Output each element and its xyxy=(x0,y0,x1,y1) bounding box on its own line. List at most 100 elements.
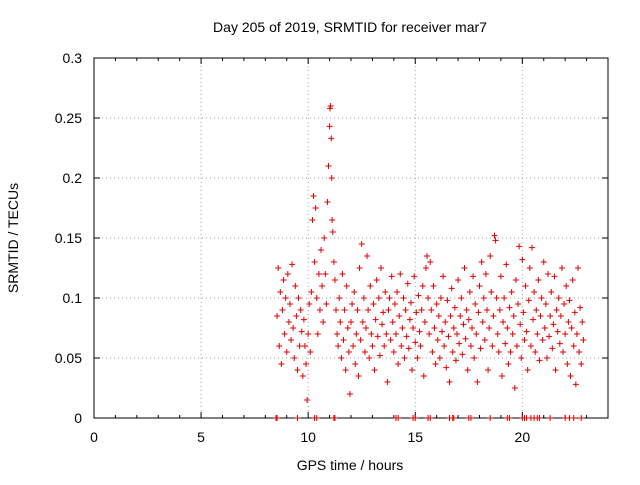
data-point xyxy=(506,304,513,311)
data-point xyxy=(385,307,392,313)
data-point xyxy=(418,307,425,313)
data-point xyxy=(300,316,307,323)
data-point xyxy=(395,415,402,421)
data-point xyxy=(527,343,534,349)
data-point xyxy=(516,243,523,250)
data-point xyxy=(546,333,553,340)
data-point xyxy=(538,295,545,301)
data-point xyxy=(476,283,483,289)
data-point xyxy=(376,352,383,359)
data-point xyxy=(329,217,336,223)
data-point xyxy=(323,301,330,307)
data-point xyxy=(534,331,541,337)
data-point xyxy=(551,273,558,280)
data-point xyxy=(356,265,363,271)
data-point xyxy=(495,349,502,355)
data-point xyxy=(540,259,547,265)
data-point xyxy=(456,340,463,347)
data-point xyxy=(575,265,582,271)
data-point xyxy=(548,289,555,295)
data-point xyxy=(502,340,509,347)
data-point xyxy=(554,328,561,335)
data-point xyxy=(290,325,297,331)
x-tick-label: 5 xyxy=(197,429,205,445)
data-point xyxy=(303,361,310,367)
data-point xyxy=(398,343,405,349)
data-point xyxy=(389,319,396,325)
data-point xyxy=(434,337,441,343)
data-point xyxy=(352,361,359,367)
data-point xyxy=(301,343,308,349)
data-point xyxy=(573,331,580,337)
data-point xyxy=(379,321,386,328)
data-point xyxy=(274,313,281,319)
data-point xyxy=(291,355,298,361)
data-point xyxy=(449,349,456,355)
data-point xyxy=(518,355,525,361)
y-axis-label: SRMTID / TECUs xyxy=(5,183,21,293)
data-point xyxy=(459,351,466,358)
data-point xyxy=(506,415,513,421)
data-point xyxy=(458,295,465,301)
data-point xyxy=(351,289,358,295)
data-point xyxy=(297,307,304,313)
data-point xyxy=(454,331,461,337)
data-point xyxy=(570,415,577,421)
data-point xyxy=(274,415,281,421)
data-point xyxy=(547,313,554,319)
data-point xyxy=(328,135,335,142)
data-point xyxy=(278,361,285,367)
data-point xyxy=(443,364,450,371)
data-point xyxy=(461,265,468,271)
data-point xyxy=(480,295,487,301)
data-point xyxy=(563,283,570,289)
data-point xyxy=(566,297,573,304)
x-tick-label: 20 xyxy=(515,429,531,445)
data-point xyxy=(326,123,333,130)
data-point xyxy=(399,325,406,331)
data-point xyxy=(467,415,474,421)
data-point xyxy=(349,301,356,307)
data-point xyxy=(549,345,556,352)
data-point xyxy=(565,319,572,325)
data-point xyxy=(388,273,395,280)
data-point xyxy=(447,313,454,319)
data-point xyxy=(498,373,505,379)
data-point xyxy=(445,333,452,340)
data-point xyxy=(411,273,418,280)
data-point xyxy=(277,289,284,295)
data-point xyxy=(292,283,299,289)
data-point xyxy=(282,295,289,301)
data-point xyxy=(353,331,360,337)
data-point xyxy=(470,273,477,280)
data-point xyxy=(507,349,514,355)
data-point xyxy=(308,289,315,295)
data-point xyxy=(562,331,569,337)
data-points xyxy=(273,103,587,421)
data-point xyxy=(416,328,423,335)
data-point xyxy=(304,397,311,403)
data-point xyxy=(312,205,319,211)
data-point xyxy=(571,309,578,316)
data-point xyxy=(525,297,532,304)
x-tick-label: 10 xyxy=(300,429,316,445)
data-point xyxy=(320,319,327,325)
data-point xyxy=(572,381,579,388)
data-point xyxy=(560,349,567,355)
data-point xyxy=(490,313,497,319)
data-point xyxy=(322,271,329,277)
data-point xyxy=(357,337,364,343)
data-point xyxy=(391,301,398,307)
data-point xyxy=(350,343,357,349)
data-point xyxy=(530,316,537,323)
data-point xyxy=(536,415,543,421)
data-point xyxy=(319,283,326,289)
data-point xyxy=(450,415,457,421)
data-point xyxy=(367,283,374,289)
data-point xyxy=(471,355,478,361)
data-point xyxy=(394,289,401,295)
data-point xyxy=(279,307,286,313)
data-point xyxy=(553,307,560,313)
data-point xyxy=(377,265,384,271)
data-point xyxy=(427,415,434,421)
